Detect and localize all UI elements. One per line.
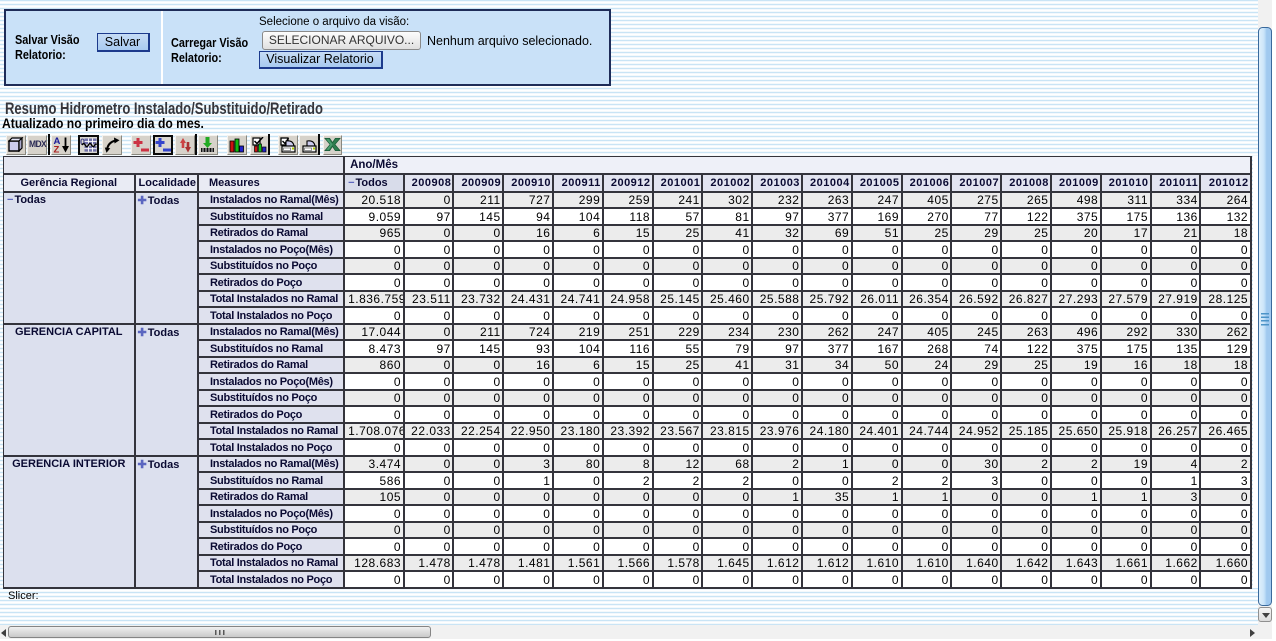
svg-text:Z: Z (53, 145, 59, 154)
svg-text:A: A (53, 136, 60, 147)
svg-text:0: 0 (80, 137, 85, 147)
